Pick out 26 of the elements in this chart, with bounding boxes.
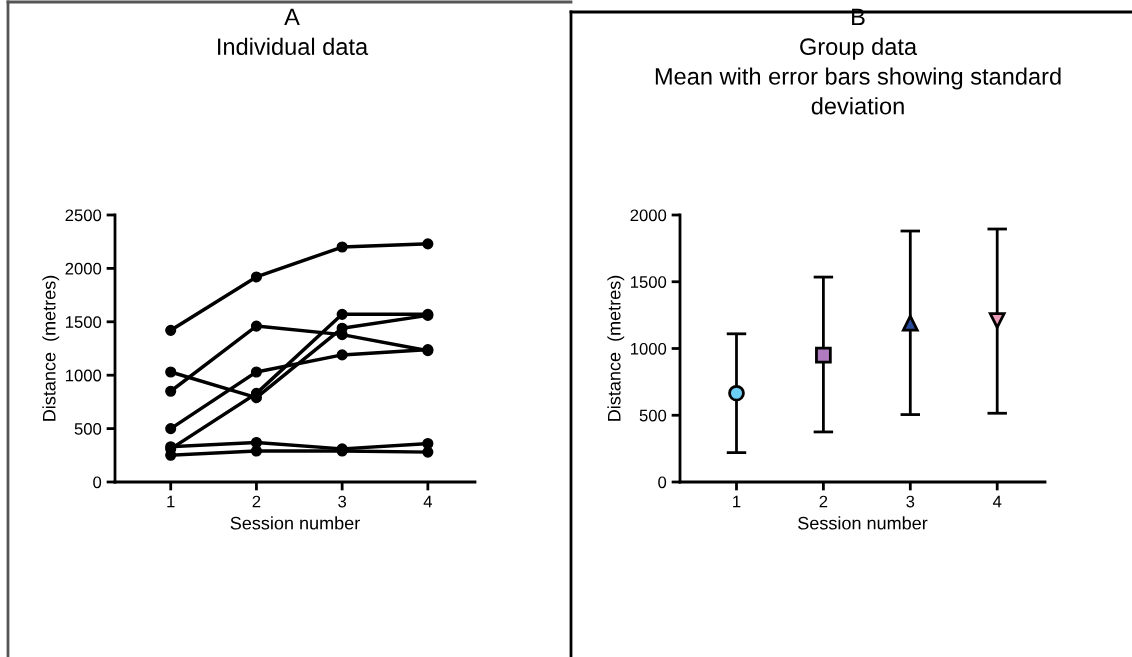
x-axis-title: Session number	[230, 516, 360, 530]
y-tick-label: 1500	[631, 276, 667, 288]
y-axis-title: Distance (metres)	[42, 275, 60, 421]
x-tick-label: 2	[252, 495, 261, 508]
x-tick-label: 4	[423, 495, 432, 508]
x-axis-title: Session number	[798, 516, 928, 530]
chart-subtitle: Individual data	[218, 37, 369, 56]
y-tick-label: 0	[93, 476, 102, 489]
y-tick-label: 1000	[66, 369, 102, 382]
y-tick-label: 500	[639, 409, 667, 422]
x-tick-label: 1	[167, 495, 175, 508]
y-tick-label: 0	[658, 476, 667, 489]
y-tick-label: 500	[74, 423, 102, 435]
y-axis-title: Distance (metres)	[607, 275, 625, 421]
x-tick-label: 1	[733, 495, 741, 508]
x-tick-label: 3	[906, 495, 915, 508]
y-tick-label: 2500	[65, 209, 102, 222]
y-tick-label: 2000	[630, 209, 667, 222]
y-tick-label: 1000	[631, 342, 667, 355]
y-tick-label: 2000	[65, 262, 102, 275]
chart-subtitle: Group data Mean with error bars showing standard deviation	[655, 37, 1061, 115]
x-tick-label: 2	[819, 495, 828, 508]
x-tick-label: 3	[338, 495, 347, 508]
x-tick-label: 4	[992, 495, 1002, 508]
chart-title: A	[284, 8, 300, 26]
y-tick-label: 1500	[66, 316, 102, 328]
